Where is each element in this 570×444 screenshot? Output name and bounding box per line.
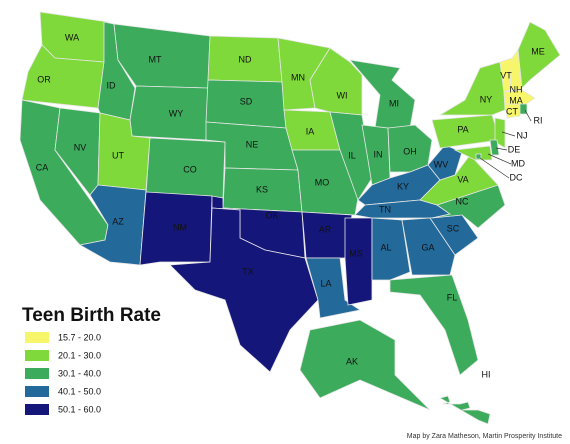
state-label: AR [319, 224, 332, 234]
credit: Map by Zara Matheson, Martin Prosperity … [407, 433, 562, 440]
state-label: IN [374, 149, 383, 159]
legend-label: 30.1 - 40.0 [58, 368, 101, 378]
state [438, 395, 491, 425]
state-label: ND [239, 54, 252, 64]
state-label: HI [482, 369, 491, 379]
state [371, 217, 411, 281]
state-label: CA [36, 162, 49, 172]
state [301, 211, 353, 259]
legend-swatch [25, 404, 49, 415]
state-label: SD [240, 96, 253, 106]
state-label: WI [337, 90, 348, 100]
state-label: FL [447, 292, 458, 302]
state [489, 139, 500, 156]
state-label: TX [242, 266, 254, 276]
state-label: AL [380, 242, 391, 252]
state [453, 145, 493, 161]
state-label: UT [112, 150, 124, 160]
state-label: GA [421, 242, 434, 252]
leader-line [495, 147, 508, 151]
leader-line [479, 157, 510, 179]
state-label: IL [348, 150, 356, 160]
state-label: WA [65, 32, 79, 42]
state [517, 21, 561, 89]
state [139, 191, 213, 266]
state-label: TN [379, 204, 391, 214]
state [494, 117, 506, 149]
legend-label: 40.1 - 50.0 [58, 386, 101, 396]
state [427, 144, 463, 181]
state [519, 103, 528, 115]
legend-swatch [25, 350, 49, 361]
state-label: CT [506, 106, 518, 116]
state-label: SC [447, 223, 460, 233]
state-label: MN [291, 72, 305, 82]
state [438, 61, 506, 116]
state-label: KY [397, 181, 409, 191]
state [169, 207, 319, 373]
states [19, 11, 561, 425]
state [431, 184, 506, 229]
state-label: ME [531, 46, 545, 56]
state-label: MI [389, 98, 399, 108]
state-label: AK [346, 356, 358, 366]
state-label: OR [37, 74, 51, 84]
legend: 15.7 - 20.0 20.1 - 30.0 30.1 - 40.0 40.1 - … [25, 332, 101, 415]
legend-label: 50.1 - 60.0 [58, 404, 101, 414]
legend-swatch [25, 332, 49, 343]
leader-line [501, 131, 516, 137]
state [299, 319, 431, 411]
state [344, 217, 373, 306]
state [305, 257, 362, 319]
state-label: WV [434, 159, 449, 169]
state [348, 59, 416, 129]
state-label: MS [349, 248, 363, 258]
state-label: AZ [112, 216, 124, 226]
legend-swatch [25, 386, 49, 397]
leader-line [524, 109, 532, 122]
state-label: CO [183, 164, 197, 174]
state-label: MO [315, 177, 330, 187]
state [504, 103, 521, 119]
leader-line [487, 153, 512, 165]
state-label: LA [320, 278, 331, 288]
state-label: VA [457, 174, 468, 184]
legend-title: Teen Birth Rate [22, 305, 161, 326]
state-label: VT [500, 70, 512, 80]
state-label: MT [149, 54, 162, 64]
state-label: NV [74, 142, 87, 152]
state-label: OH [403, 146, 417, 156]
state-label: MA [509, 95, 523, 105]
state-label: IA [306, 126, 315, 136]
state-label: MD [511, 158, 525, 168]
state-label: NM [173, 222, 187, 232]
state [503, 89, 536, 106]
state-label: OK [265, 210, 278, 220]
state-label: NH [510, 84, 523, 94]
state-label: NJ [517, 130, 528, 140]
state [329, 111, 373, 201]
state-label: WY [169, 108, 184, 118]
state-label: DE [508, 144, 521, 154]
legend-label: 15.7 - 20.0 [58, 332, 101, 342]
legend-swatch [25, 368, 49, 379]
state-label: RI [534, 115, 543, 125]
state-label: ID [107, 80, 117, 90]
legend-label: 20.1 - 30.0 [58, 350, 101, 360]
state-label: DC [510, 172, 523, 182]
state-label: NC [456, 196, 469, 206]
state-labels: WA OR CA NV ID MT WY UT CO AZ NM ND SD NE KS OK TX MN IA MO… [36, 32, 545, 379]
state-label: KS [256, 184, 268, 194]
state-label: PA [457, 124, 468, 134]
state [129, 85, 209, 141]
state-label: NE [246, 139, 259, 149]
state [401, 217, 456, 276]
state [389, 274, 479, 376]
state-label: NY [480, 94, 493, 104]
